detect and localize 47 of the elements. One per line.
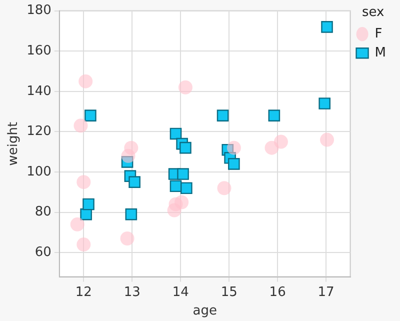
legend-title: sex [362, 4, 385, 20]
point [318, 98, 330, 110]
x-axis-title: age [192, 304, 217, 319]
point [80, 208, 92, 220]
point [178, 80, 192, 94]
y-tick-label: 120 [26, 124, 52, 140]
point [321, 21, 333, 33]
point [170, 128, 182, 140]
legend-label: M [374, 45, 386, 60]
point [82, 198, 94, 210]
y-tick-label: 140 [26, 84, 52, 99]
point [170, 180, 182, 192]
x-tick-label: 12 [75, 284, 92, 300]
point [128, 176, 140, 188]
y-tick-label: 160 [26, 43, 52, 58]
point [76, 175, 91, 190]
point [76, 238, 91, 252]
point [70, 217, 84, 232]
point [84, 110, 96, 122]
point [217, 181, 232, 196]
x-tick-label: 14 [172, 284, 189, 300]
point [180, 182, 192, 194]
y-tick-label: 80 [34, 204, 52, 220]
x-tick-label: 16 [269, 284, 286, 300]
x-tick-label: 17 [318, 284, 334, 300]
point [268, 110, 280, 122]
point [120, 232, 134, 246]
point [124, 140, 138, 155]
point [125, 208, 138, 220]
point [121, 156, 134, 168]
y-tick-label: 60 [34, 244, 52, 260]
y-axis-title: weight [6, 122, 22, 166]
point [274, 134, 288, 149]
y-tick-label: 180 [26, 3, 52, 18]
point [226, 140, 241, 155]
point [177, 168, 189, 180]
point [174, 195, 189, 210]
point [180, 142, 192, 154]
point [74, 118, 88, 133]
y-tick-label: 100 [26, 164, 52, 180]
x-tick-label: 15 [220, 284, 238, 300]
x-tick-label: 13 [124, 284, 140, 300]
point [228, 158, 240, 170]
legend-label: F [374, 26, 382, 42]
point [320, 132, 334, 147]
point [216, 110, 229, 122]
point [78, 74, 93, 88]
